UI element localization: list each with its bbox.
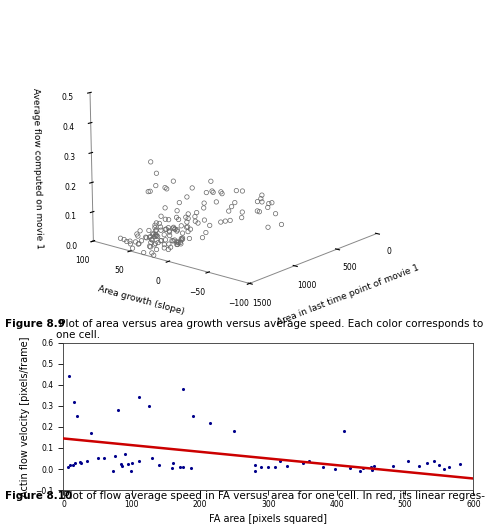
Point (359, 463, 366, 472)
Point (128, 458, 136, 467)
Point (135, 393, 142, 402)
Point (94, 454, 102, 463)
Point (319, 463, 327, 471)
Point (101, 454, 108, 463)
Point (71, 459, 79, 467)
Point (118, 462, 125, 471)
Point (148, 454, 156, 463)
Point (230, 427, 238, 435)
Point (179, 385, 187, 393)
Point (169, 458, 177, 467)
Point (64, 463, 72, 471)
Point (305, 456, 313, 465)
Point (276, 456, 284, 465)
Text: Plot of flow average speed in FA versus area for one cell. In red, its linear re: Plot of flow average speed in FA versus … (60, 491, 485, 501)
Point (65, 372, 73, 380)
Point (76, 458, 84, 466)
Point (121, 450, 129, 458)
Point (368, 466, 376, 474)
Point (440, 465, 448, 473)
Point (415, 462, 423, 470)
Point (124, 460, 132, 468)
Point (70, 397, 78, 406)
Text: Figure 8.10: Figure 8.10 (5, 491, 72, 501)
Point (155, 461, 163, 469)
Point (69, 461, 77, 469)
Point (77, 458, 84, 467)
Point (257, 463, 265, 472)
Point (111, 452, 119, 461)
Point (367, 463, 375, 471)
Point (356, 466, 364, 475)
Point (109, 466, 117, 475)
Point (145, 402, 153, 410)
Point (176, 463, 184, 471)
Point (66, 461, 74, 469)
Point (430, 457, 438, 465)
Point (284, 462, 291, 471)
X-axis label: FA area [pixels squared]: FA area [pixels squared] (209, 514, 327, 524)
Text: Plot of area versus area growth versus average speed. Each color corresponds to
: Plot of area versus area growth versus a… (56, 319, 484, 340)
Point (117, 460, 125, 469)
Point (331, 465, 339, 473)
Point (189, 412, 197, 421)
Point (456, 460, 464, 468)
Point (251, 466, 259, 475)
Point (168, 463, 176, 472)
Point (340, 427, 347, 435)
Point (389, 462, 397, 470)
Point (370, 462, 378, 471)
Point (83, 456, 91, 465)
Y-axis label: Area growth (slope): Area growth (slope) (97, 285, 185, 317)
Point (251, 461, 259, 469)
Point (187, 464, 195, 472)
Point (435, 461, 443, 469)
Point (127, 466, 135, 475)
Point (346, 464, 354, 472)
Point (87, 429, 95, 437)
Point (206, 418, 214, 427)
X-axis label: Area in last time point of movie 1: Area in last time point of movie 1 (276, 263, 421, 327)
Point (446, 463, 453, 471)
Point (135, 456, 142, 465)
Point (73, 412, 81, 421)
Y-axis label: Actin flow velocity [pixels/frame]: Actin flow velocity [pixels/frame] (20, 336, 30, 496)
Point (299, 458, 306, 467)
Point (423, 459, 431, 467)
Point (264, 463, 272, 471)
Text: Figure 8.9: Figure 8.9 (5, 319, 65, 329)
Point (179, 463, 186, 471)
Point (114, 406, 122, 414)
Point (271, 463, 279, 471)
Point (404, 457, 411, 465)
